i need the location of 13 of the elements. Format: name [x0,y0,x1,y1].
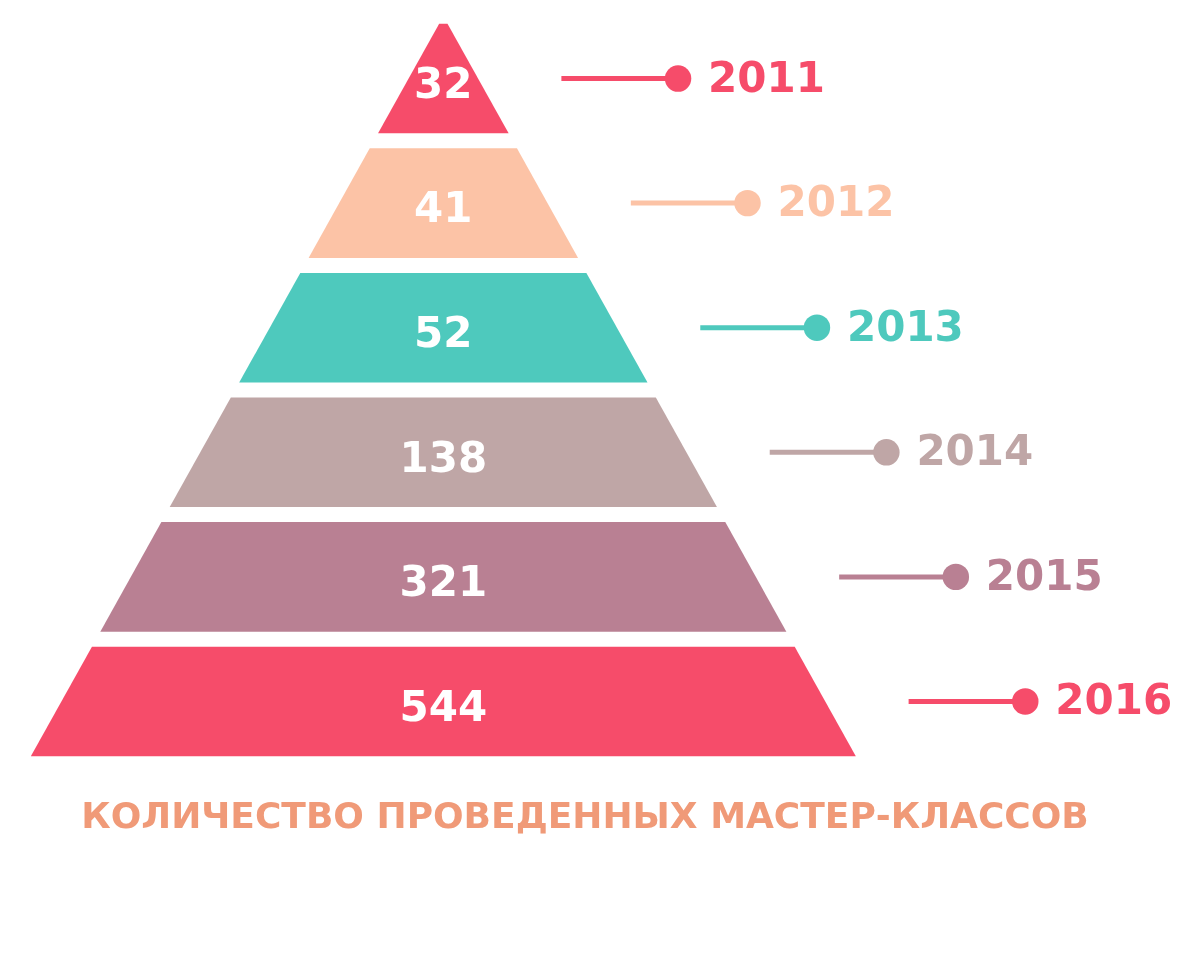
data-label: 32 [414,58,473,108]
data-label: 544 [399,681,488,731]
data-label: 52 [414,307,473,357]
category-label: 2014 [916,426,1034,476]
category-label: 2011 [708,52,825,102]
data-label: 138 [399,432,488,482]
text: КОЛИЧЕСТВО ПРОВЕДЕННЫХ МАСТЕР-КЛАССОВ [81,795,1089,836]
data-label: 41 [414,183,473,233]
category-label: 2016 [1055,675,1173,725]
category-label: 2015 [985,550,1103,600]
category-label: 2012 [777,177,895,227]
data-label: 321 [399,557,488,607]
category-label: 2013 [846,301,964,351]
